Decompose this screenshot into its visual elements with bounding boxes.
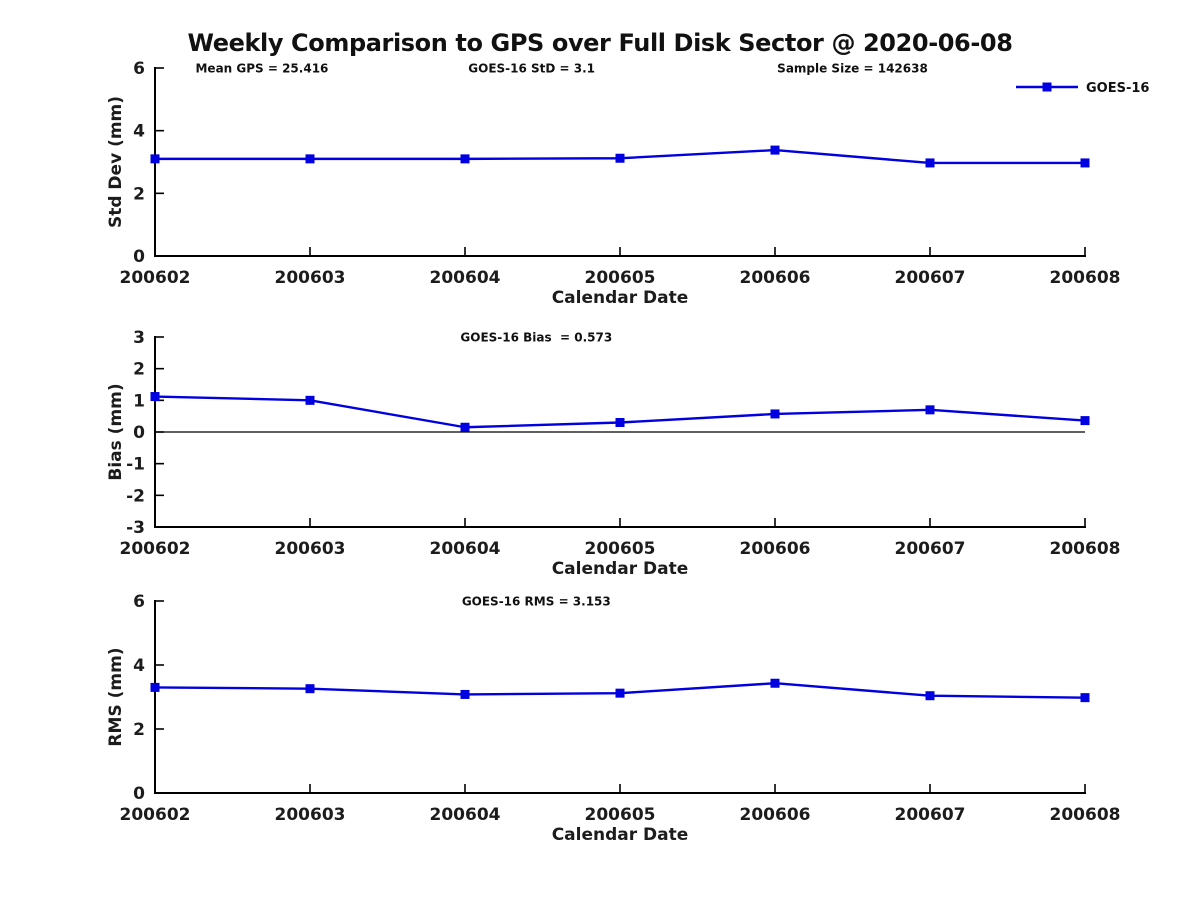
x-tick-label: 200603 bbox=[275, 268, 346, 288]
data-point-marker bbox=[460, 689, 470, 699]
x-tick-label: 200603 bbox=[275, 539, 346, 559]
data-point-marker bbox=[615, 153, 625, 163]
x-axis-label: Calendar Date bbox=[552, 288, 689, 308]
x-tick-label: 200606 bbox=[740, 268, 811, 288]
annotation-text: Sample Size = 142638 bbox=[777, 62, 928, 76]
x-tick-label: 200607 bbox=[895, 805, 966, 825]
y-tick-label: 3 bbox=[133, 328, 145, 348]
data-point-marker bbox=[460, 422, 470, 432]
x-tick-label: 200603 bbox=[275, 805, 346, 825]
x-tick-label: 200604 bbox=[430, 805, 501, 825]
y-tick-label: 4 bbox=[133, 656, 145, 676]
data-point-marker bbox=[770, 145, 780, 155]
data-point-marker bbox=[770, 409, 780, 419]
data-point-marker bbox=[925, 158, 935, 168]
y-tick-label: -1 bbox=[126, 455, 145, 475]
chart-title: Weekly Comparison to GPS over Full Disk … bbox=[187, 29, 1013, 57]
data-point-marker bbox=[615, 688, 625, 698]
y-tick-label: -2 bbox=[126, 486, 145, 506]
x-tick-label: 200602 bbox=[120, 268, 191, 288]
data-point-marker bbox=[305, 154, 315, 164]
x-tick-label: 200605 bbox=[585, 805, 656, 825]
y-tick-label: 0 bbox=[133, 784, 145, 804]
y-tick-label: 0 bbox=[133, 423, 145, 443]
x-axis-label: Calendar Date bbox=[552, 559, 689, 579]
data-point-marker bbox=[150, 682, 160, 692]
annotation-text: GOES-16 StD = 3.1 bbox=[468, 62, 595, 76]
x-tick-label: 200604 bbox=[430, 268, 501, 288]
data-point-marker bbox=[150, 392, 160, 402]
x-tick-label: 200607 bbox=[895, 539, 966, 559]
y-tick-label: 2 bbox=[133, 720, 145, 740]
y-axis-label: Bias (mm) bbox=[106, 383, 126, 480]
legend-marker bbox=[1042, 82, 1052, 92]
y-tick-label: 0 bbox=[133, 247, 145, 267]
x-tick-label: 200608 bbox=[1050, 539, 1121, 559]
data-point-marker bbox=[1080, 693, 1090, 703]
data-point-marker bbox=[925, 691, 935, 701]
data-point-marker bbox=[305, 684, 315, 694]
data-point-marker bbox=[615, 418, 625, 427]
x-tick-label: 200604 bbox=[430, 539, 501, 559]
x-tick-label: 200606 bbox=[740, 539, 811, 559]
y-tick-label: 2 bbox=[133, 360, 145, 380]
x-tick-label: 200607 bbox=[895, 268, 966, 288]
subplot-2: -3 -2 -1 0 1 2 3 200602 200603 200604 200605 200606… bbox=[106, 328, 1120, 579]
subplot-3: 0 2 4 6 200602 200603 200604 200605 200606 200607… bbox=[106, 592, 1120, 845]
y-axis-label: Std Dev (mm) bbox=[106, 96, 126, 228]
x-tick-label: 200608 bbox=[1050, 805, 1121, 825]
data-point-marker bbox=[1080, 158, 1090, 168]
data-point-marker bbox=[460, 154, 470, 164]
x-tick-label: 200602 bbox=[120, 805, 191, 825]
data-point-marker bbox=[1080, 416, 1090, 426]
x-tick-label: 200602 bbox=[120, 539, 191, 559]
annotation-text: GOES-16 Bias = 0.573 bbox=[460, 331, 612, 345]
y-tick-label: 6 bbox=[133, 592, 145, 612]
y-tick-label: 2 bbox=[133, 184, 145, 204]
y-tick-label: 4 bbox=[133, 122, 145, 142]
annotation-text: GOES-16 RMS = 3.153 bbox=[462, 595, 611, 609]
x-tick-label: 200605 bbox=[585, 268, 656, 288]
legend-label: GOES-16 bbox=[1086, 81, 1149, 96]
data-point-marker bbox=[925, 405, 935, 415]
data-point-marker bbox=[150, 154, 160, 164]
y-axis-label: RMS (mm) bbox=[106, 647, 126, 746]
data-point-marker bbox=[305, 395, 315, 405]
annotation-text: Mean GPS = 25.416 bbox=[195, 62, 328, 76]
x-tick-label: 200605 bbox=[585, 539, 656, 559]
x-tick-label: 200606 bbox=[740, 805, 811, 825]
x-tick-label: 200608 bbox=[1050, 268, 1121, 288]
y-tick-label: -3 bbox=[126, 518, 145, 538]
y-tick-label: 6 bbox=[133, 59, 145, 79]
y-tick-label: 1 bbox=[133, 391, 145, 411]
legend: GOES-16 bbox=[1016, 81, 1149, 96]
data-point-marker bbox=[770, 678, 780, 688]
subplot-1: 0 2 4 6 200602 200603 200604 200605 200606 200607… bbox=[106, 59, 1149, 308]
x-axis-label: Calendar Date bbox=[552, 825, 689, 845]
